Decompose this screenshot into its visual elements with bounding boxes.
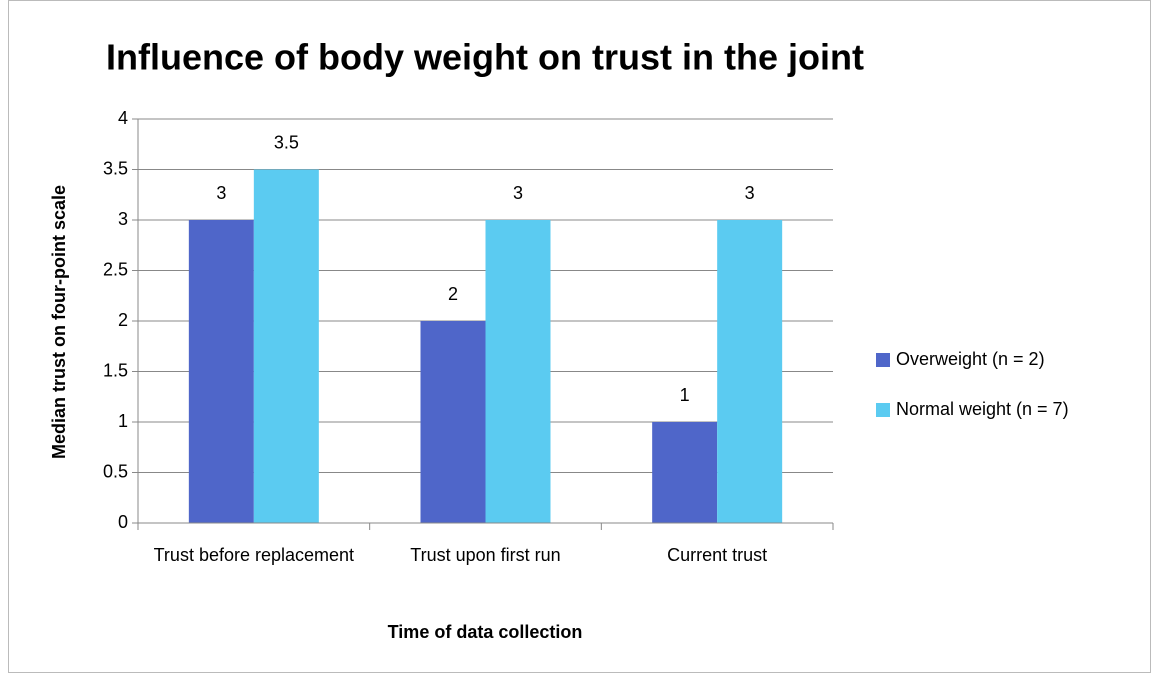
y-tick-label: 0 [118, 512, 128, 532]
data-label: 2 [448, 284, 458, 304]
y-tick-label: 1 [118, 411, 128, 431]
data-label: 3 [216, 183, 226, 203]
x-tick-label: Current trust [667, 545, 768, 565]
y-axis-title: Median trust on four-point scale [49, 185, 69, 459]
data-label: 1 [680, 385, 690, 405]
y-tick-label: 2.5 [103, 259, 128, 279]
x-tick-label-box: Current trust [667, 545, 768, 565]
bar [188, 220, 254, 523]
legend-label: Normal weight (n = 7) [896, 399, 1069, 419]
bar [652, 422, 718, 523]
legend-label: Overweight (n = 2) [896, 349, 1045, 369]
x-tick-label: Trust upon first run [410, 545, 561, 565]
y-tick-label: 2 [118, 310, 128, 330]
bar [485, 220, 551, 523]
data-label: 3 [745, 183, 755, 203]
data-label: 3.5 [274, 132, 299, 152]
x-axis-title: Time of data collection [388, 622, 583, 642]
bar [420, 321, 486, 523]
legend-swatch [876, 403, 890, 417]
data-label: 3 [513, 183, 523, 203]
y-tick-label: 3.5 [103, 158, 128, 178]
x-tick-label-box: Trust upon first run [410, 545, 561, 565]
bar [717, 220, 783, 523]
bar [253, 169, 319, 523]
y-tick-label: 3 [118, 209, 128, 229]
y-tick-label: 4 [118, 108, 128, 128]
y-tick-label: 0.5 [103, 461, 128, 481]
x-tick-label-box: Trust before replacement [153, 545, 355, 565]
x-tick-label: Trust before replacement [153, 545, 355, 565]
legend-swatch [876, 353, 890, 367]
y-tick-label: 1.5 [103, 360, 128, 380]
chart-title: Influence of body weight on trust in the… [106, 37, 864, 78]
